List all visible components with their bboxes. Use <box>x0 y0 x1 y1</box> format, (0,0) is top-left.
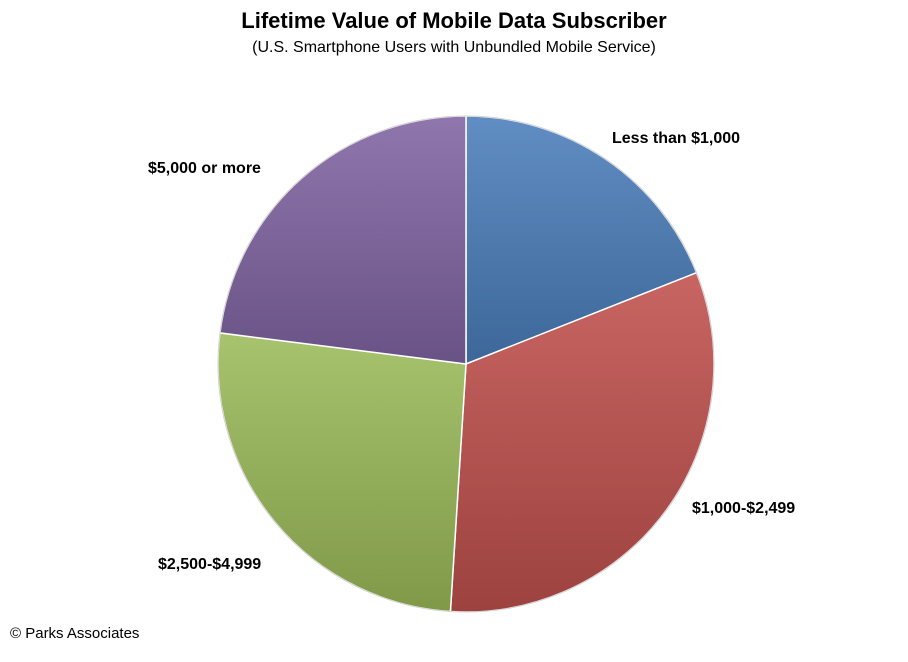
pie-slice <box>219 115 467 365</box>
slice-label: $5,000 or more <box>148 160 261 177</box>
chart-title: Lifetime Value of Mobile Data Subscriber <box>241 8 667 33</box>
slice-label: Less than $1,000 <box>612 130 740 147</box>
chart-subtitle: (U.S. Smartphone Users with Unbundled Mo… <box>252 39 656 56</box>
copyright-notice: © Parks Associates <box>10 625 140 642</box>
pie-slice <box>465 115 698 366</box>
slice-label: $2,500-$4,999 <box>158 556 261 573</box>
slice-label: $1,000-$2,499 <box>692 500 795 517</box>
pie-slice <box>217 332 467 613</box>
pie-rim <box>217 115 715 613</box>
pie-slice <box>449 271 715 613</box>
